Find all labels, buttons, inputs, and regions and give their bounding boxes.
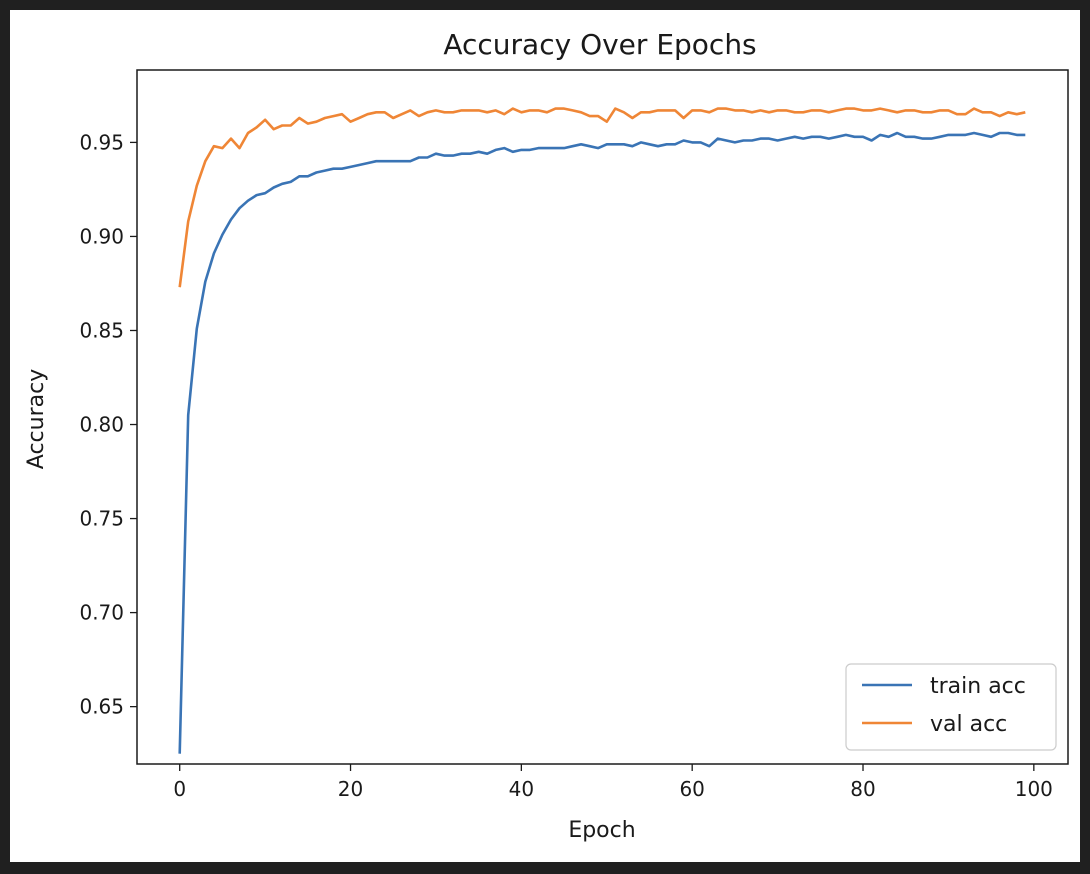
x-axis-ticks: 0 20 40 60 80 100 xyxy=(173,764,1053,801)
y-axis-ticks: 0.65 0.70 0.75 0.80 0.85 0.90 0.95 xyxy=(79,130,137,719)
x-tick-label: 60 xyxy=(679,777,704,801)
series-line-val-acc xyxy=(178,107,1026,288)
legend-label-train-acc: train acc xyxy=(930,674,1026,699)
x-tick-label: 40 xyxy=(509,777,534,801)
chart-frame: Accuracy Over Epochs 0 20 40 60 80 100 0.65 0.… xyxy=(10,10,1080,862)
y-tick-label: 0.80 xyxy=(79,413,124,437)
plot-lines xyxy=(178,107,1026,754)
y-tick-label: 0.75 xyxy=(79,507,124,531)
y-axis-label: Accuracy xyxy=(24,369,49,469)
chart-canvas: Accuracy Over Epochs 0 20 40 60 80 100 0.650.… xyxy=(24,28,1069,843)
x-axis-label: Epoch xyxy=(568,818,635,843)
y-tick-label: 0.70 xyxy=(79,601,124,625)
y-tick-label: 0.85 xyxy=(79,318,124,342)
y-tick-label: 0.65 xyxy=(79,695,124,719)
x-tick-label: 0 xyxy=(173,777,186,801)
legend-label-val-acc: val acc xyxy=(930,712,1007,737)
plot-area-frame xyxy=(136,69,1069,765)
x-tick-label: 20 xyxy=(338,777,363,801)
y-tick-label: 0.90 xyxy=(79,224,124,248)
x-tick-label: 100 xyxy=(1015,777,1053,801)
chart-title: Accuracy Over Epochs xyxy=(443,28,756,61)
x-tick-label: 80 xyxy=(850,777,875,801)
series-line-train-acc xyxy=(178,131,1026,754)
legend: train acc val acc xyxy=(845,663,1057,751)
y-tick-label: 0.95 xyxy=(79,130,124,154)
